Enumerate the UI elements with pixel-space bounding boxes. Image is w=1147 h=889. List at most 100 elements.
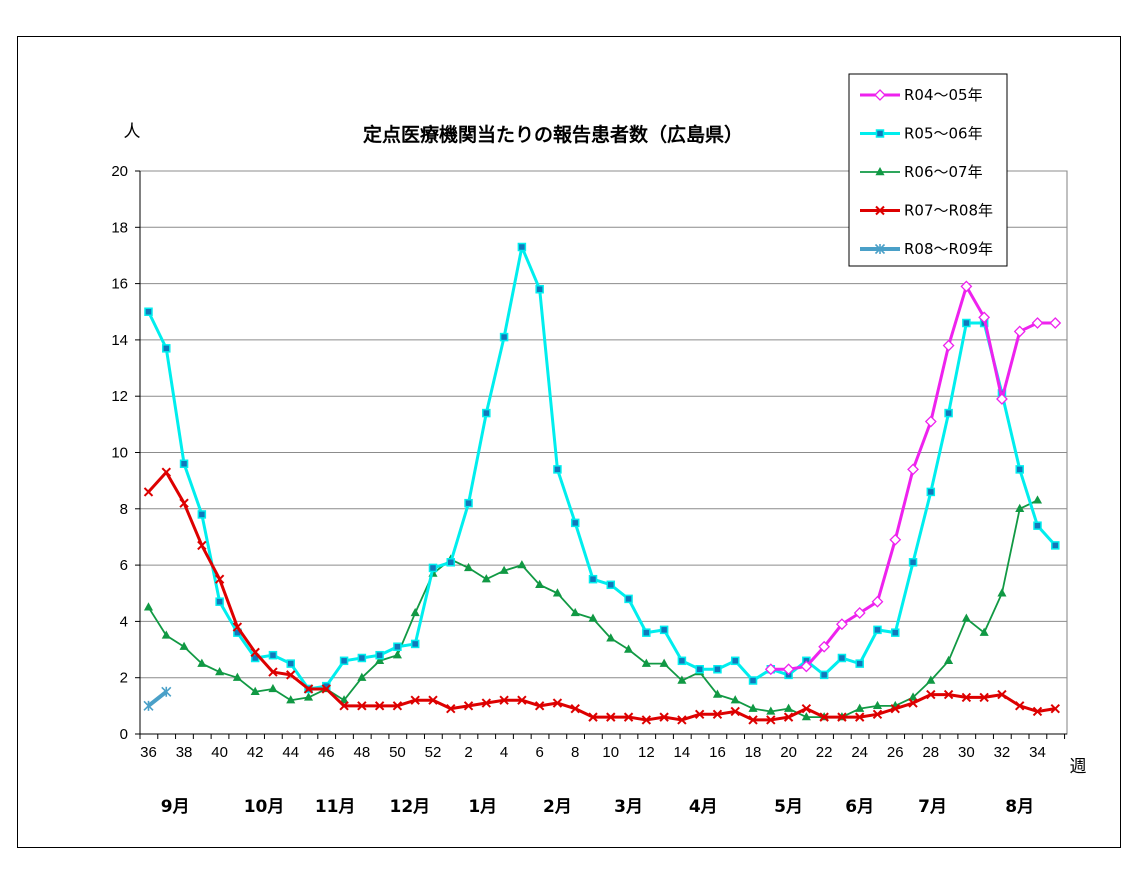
data-point: [143, 602, 154, 611]
data-point: [1031, 317, 1044, 329]
data-point: [874, 243, 886, 255]
data-point: [782, 663, 795, 676]
data-point: [392, 701, 403, 711]
data-point: [499, 565, 509, 574]
data-point: [570, 607, 580, 617]
data-point: [819, 670, 829, 680]
series-1: [764, 280, 1062, 676]
data-point: [570, 518, 580, 528]
data-point: [482, 408, 491, 418]
data-point: [944, 655, 954, 665]
data-point: [606, 633, 616, 642]
data-point: [214, 574, 225, 584]
data-point: [997, 689, 1007, 700]
data-point: [908, 698, 918, 708]
month-label: 8月: [1005, 797, 1034, 817]
data-point: [1032, 495, 1043, 504]
data-point: [1015, 503, 1025, 512]
legend-label: R07～R08年: [904, 202, 993, 220]
series-5: [143, 686, 172, 711]
data-point: [552, 588, 562, 597]
x-tick-label: 20: [780, 744, 797, 761]
x-tick-label: 10: [602, 744, 619, 761]
data-point: [748, 715, 758, 725]
y-tick-label: 16: [111, 276, 128, 293]
data-point: [659, 625, 669, 635]
chart-title: 定点医療機関当たりの報告患者数（広島県）: [363, 123, 743, 146]
legend-label: R05～06年: [904, 125, 983, 143]
data-point: [553, 465, 562, 474]
data-point: [961, 613, 971, 622]
x-tick-label: 34: [1029, 744, 1046, 761]
data-point: [659, 712, 669, 722]
y-tick-label: 8: [120, 501, 128, 518]
y-tick-label: 14: [111, 332, 128, 349]
x-tick-label: 12: [638, 744, 655, 761]
data-point: [978, 311, 991, 324]
x-tick-label: 14: [674, 744, 691, 761]
data-point: [286, 659, 295, 668]
series-layer: [143, 242, 1062, 725]
data-point: [286, 670, 296, 680]
data-point: [641, 715, 652, 725]
data-point: [871, 595, 884, 608]
data-point: [943, 689, 954, 700]
data-point: [766, 706, 776, 715]
x-axis-unit-label: 週: [1070, 757, 1087, 777]
data-point: [357, 653, 367, 663]
data-point: [428, 695, 438, 705]
month-label: 3月: [614, 797, 643, 817]
data-point: [712, 709, 723, 720]
data-point: [854, 712, 865, 722]
data-point: [979, 627, 989, 636]
data-point: [783, 712, 794, 722]
data-point: [1051, 541, 1060, 550]
data-point: [695, 665, 704, 674]
series-2: [144, 242, 1060, 694]
data-point: [392, 650, 402, 659]
data-point: [161, 467, 171, 477]
legend: R04～05年 R05～06年 R06～07年 R07～R08年 R08～R09年: [848, 73, 1008, 267]
data-point: [677, 715, 687, 725]
y-tick-label: 4: [120, 613, 128, 630]
legend-item: R07～R08年: [860, 202, 993, 220]
y-tick-label: 10: [111, 445, 128, 462]
data-point: [410, 607, 420, 617]
data-point: [837, 712, 847, 722]
y-tick-label: 20: [111, 163, 128, 180]
data-point: [179, 641, 189, 650]
x-tick-label: 48: [354, 744, 371, 761]
month-label: 12月: [390, 797, 431, 817]
data-point: [874, 89, 886, 101]
data-point: [748, 676, 758, 685]
data-point: [818, 640, 831, 653]
data-point: [624, 644, 634, 653]
data-point: [588, 712, 598, 722]
data-point: [197, 540, 207, 551]
month-label: 11月: [315, 797, 356, 817]
series-4: [143, 467, 1060, 725]
data-point: [410, 639, 420, 649]
x-tick-label: 8: [571, 744, 579, 761]
month-label: 1月: [468, 797, 497, 817]
month-label: 6月: [845, 797, 874, 817]
data-point: [907, 463, 919, 476]
data-point: [517, 695, 527, 705]
data-point: [891, 628, 900, 637]
data-point: [588, 574, 598, 584]
data-point: [161, 686, 172, 697]
data-point: [784, 703, 794, 712]
data-point: [837, 653, 847, 663]
x-tick-label: 44: [282, 744, 299, 761]
data-point: [855, 659, 864, 668]
data-point: [517, 560, 527, 569]
x-tick-label: 38: [176, 744, 193, 761]
data-point: [268, 650, 278, 660]
y-tick-label: 0: [120, 726, 128, 743]
data-point: [303, 684, 314, 694]
month-label: 9月: [161, 797, 190, 817]
data-point: [481, 698, 492, 708]
data-point: [161, 630, 171, 639]
data-point: [1050, 703, 1060, 714]
